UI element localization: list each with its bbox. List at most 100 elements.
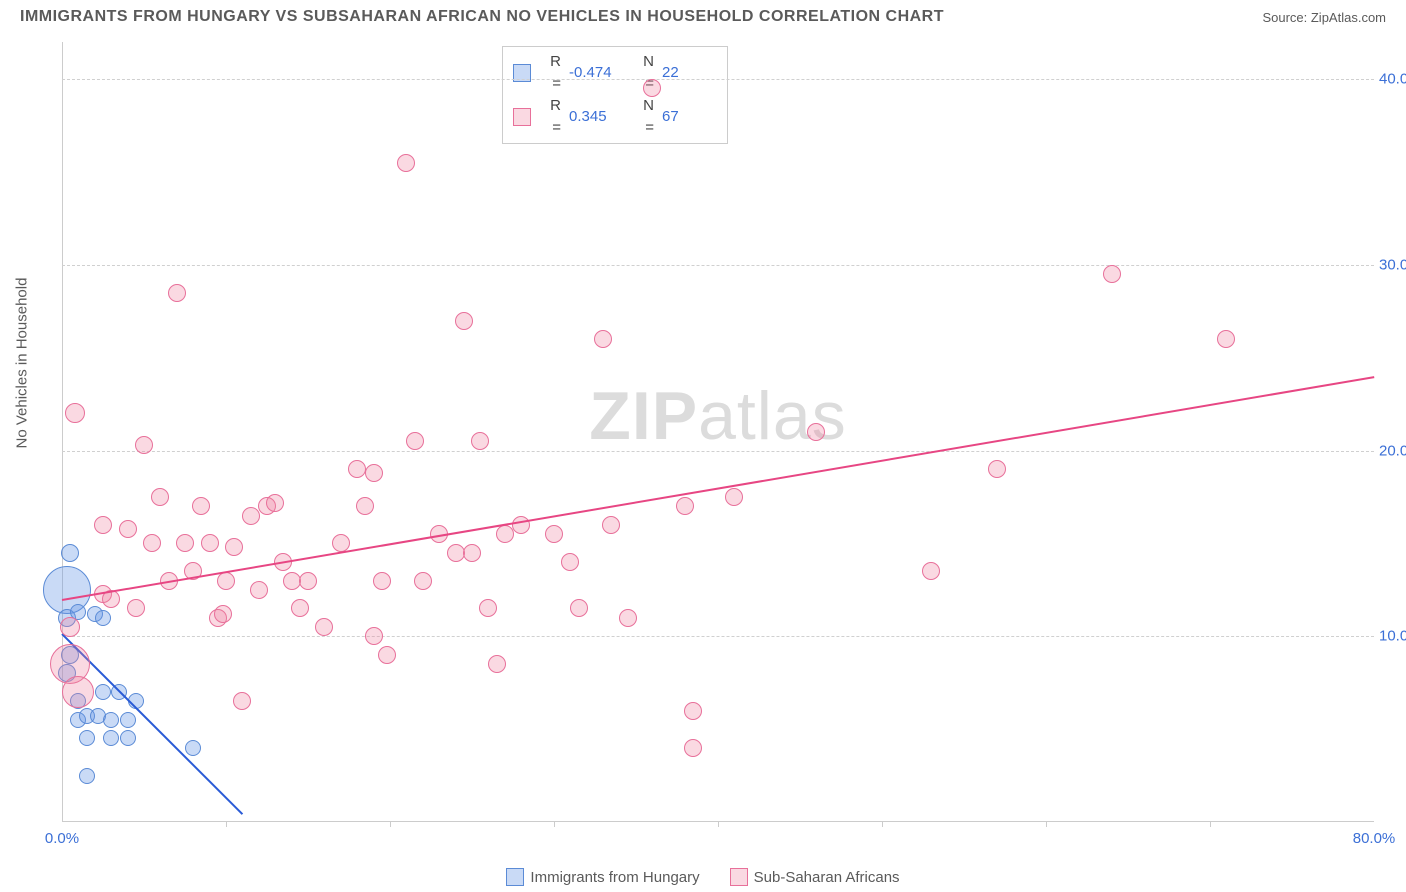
stats-row: R =0.345N =67 — [513, 95, 717, 139]
data-point — [79, 768, 95, 784]
data-point — [60, 617, 80, 637]
x-tick — [226, 821, 227, 827]
data-point — [479, 599, 497, 617]
data-point — [201, 534, 219, 552]
data-point — [406, 432, 424, 450]
data-point — [561, 553, 579, 571]
x-tick-label: 0.0% — [45, 830, 79, 847]
grid-line — [62, 265, 1374, 266]
r-value: 0.345 — [569, 106, 624, 128]
data-point — [185, 740, 201, 756]
data-point — [233, 692, 251, 710]
r-value: -0.474 — [569, 62, 624, 84]
data-point — [619, 609, 637, 627]
data-point — [242, 507, 260, 525]
data-point — [283, 572, 301, 590]
data-point — [120, 712, 136, 728]
data-point — [602, 516, 620, 534]
data-point — [225, 538, 243, 556]
data-point — [496, 525, 514, 543]
r-label: R = — [539, 95, 561, 139]
data-point — [356, 497, 374, 515]
data-point — [397, 154, 415, 172]
legend-label: Immigrants from Hungary — [530, 869, 699, 886]
grid-line — [62, 79, 1374, 80]
grid-line — [62, 451, 1374, 452]
data-point — [250, 581, 268, 599]
data-point — [488, 655, 506, 673]
data-point — [455, 312, 473, 330]
data-point — [103, 712, 119, 728]
x-tick — [1210, 821, 1211, 827]
data-point — [594, 330, 612, 348]
watermark-text: ZIPatlas — [589, 377, 846, 455]
data-point — [151, 488, 169, 506]
data-point — [922, 562, 940, 580]
data-point — [373, 572, 391, 590]
y-tick-label: 40.0% — [1379, 71, 1406, 88]
data-point — [365, 464, 383, 482]
data-point — [143, 534, 161, 552]
y-tick-label: 10.0% — [1379, 628, 1406, 645]
data-point — [676, 497, 694, 515]
data-point — [471, 432, 489, 450]
data-point — [168, 284, 186, 302]
data-point — [545, 525, 563, 543]
data-point — [365, 627, 383, 645]
data-point — [570, 599, 588, 617]
data-point — [299, 572, 317, 590]
data-point — [62, 676, 94, 708]
legend-swatch — [513, 108, 531, 126]
r-label: R = — [539, 51, 561, 95]
series-legend: Immigrants from Hungary Sub-Saharan Afric… — [0, 868, 1406, 886]
data-point — [512, 516, 530, 534]
data-point — [348, 460, 366, 478]
data-point — [291, 599, 309, 617]
data-point — [807, 423, 825, 441]
data-point — [1217, 330, 1235, 348]
data-point — [378, 646, 396, 664]
x-tick — [390, 821, 391, 827]
data-point — [103, 730, 119, 746]
data-point — [192, 497, 210, 515]
data-point — [725, 488, 743, 506]
data-point — [447, 544, 465, 562]
data-point — [176, 534, 194, 552]
legend-swatch — [730, 868, 748, 886]
chart-header: IMMIGRANTS FROM HUNGARY VS SUBSAHARAN AF… — [0, 0, 1406, 30]
data-point — [266, 494, 284, 512]
legend-item: Immigrants from Hungary — [506, 868, 699, 886]
data-point — [414, 572, 432, 590]
data-point — [135, 436, 153, 454]
n-label: N = — [632, 95, 654, 139]
x-tick — [1046, 821, 1047, 827]
legend-swatch — [506, 868, 524, 886]
data-point — [643, 79, 661, 97]
grid-line — [62, 636, 1374, 637]
data-point — [95, 610, 111, 626]
data-point — [127, 599, 145, 617]
data-point — [463, 544, 481, 562]
x-tick — [554, 821, 555, 827]
trend-line — [62, 376, 1374, 601]
legend-item: Sub-Saharan Africans — [730, 868, 900, 886]
data-point — [315, 618, 333, 636]
n-value: 22 — [662, 62, 717, 84]
data-point — [95, 684, 111, 700]
data-point — [1103, 265, 1121, 283]
scatter-chart: ZIPatlas R =-0.474N =22R =0.345N =67 10.… — [62, 42, 1374, 822]
y-tick-label: 30.0% — [1379, 256, 1406, 273]
x-tick — [882, 821, 883, 827]
y-tick-label: 20.0% — [1379, 442, 1406, 459]
data-point — [79, 730, 95, 746]
data-point — [684, 739, 702, 757]
chart-source: Source: ZipAtlas.com — [1262, 10, 1386, 25]
data-point — [214, 605, 232, 623]
legend-label: Sub-Saharan Africans — [754, 869, 900, 886]
x-tick-label: 80.0% — [1353, 830, 1396, 847]
y-axis — [62, 42, 63, 821]
data-point — [120, 730, 136, 746]
data-point — [119, 520, 137, 538]
data-point — [65, 403, 85, 423]
data-point — [988, 460, 1006, 478]
